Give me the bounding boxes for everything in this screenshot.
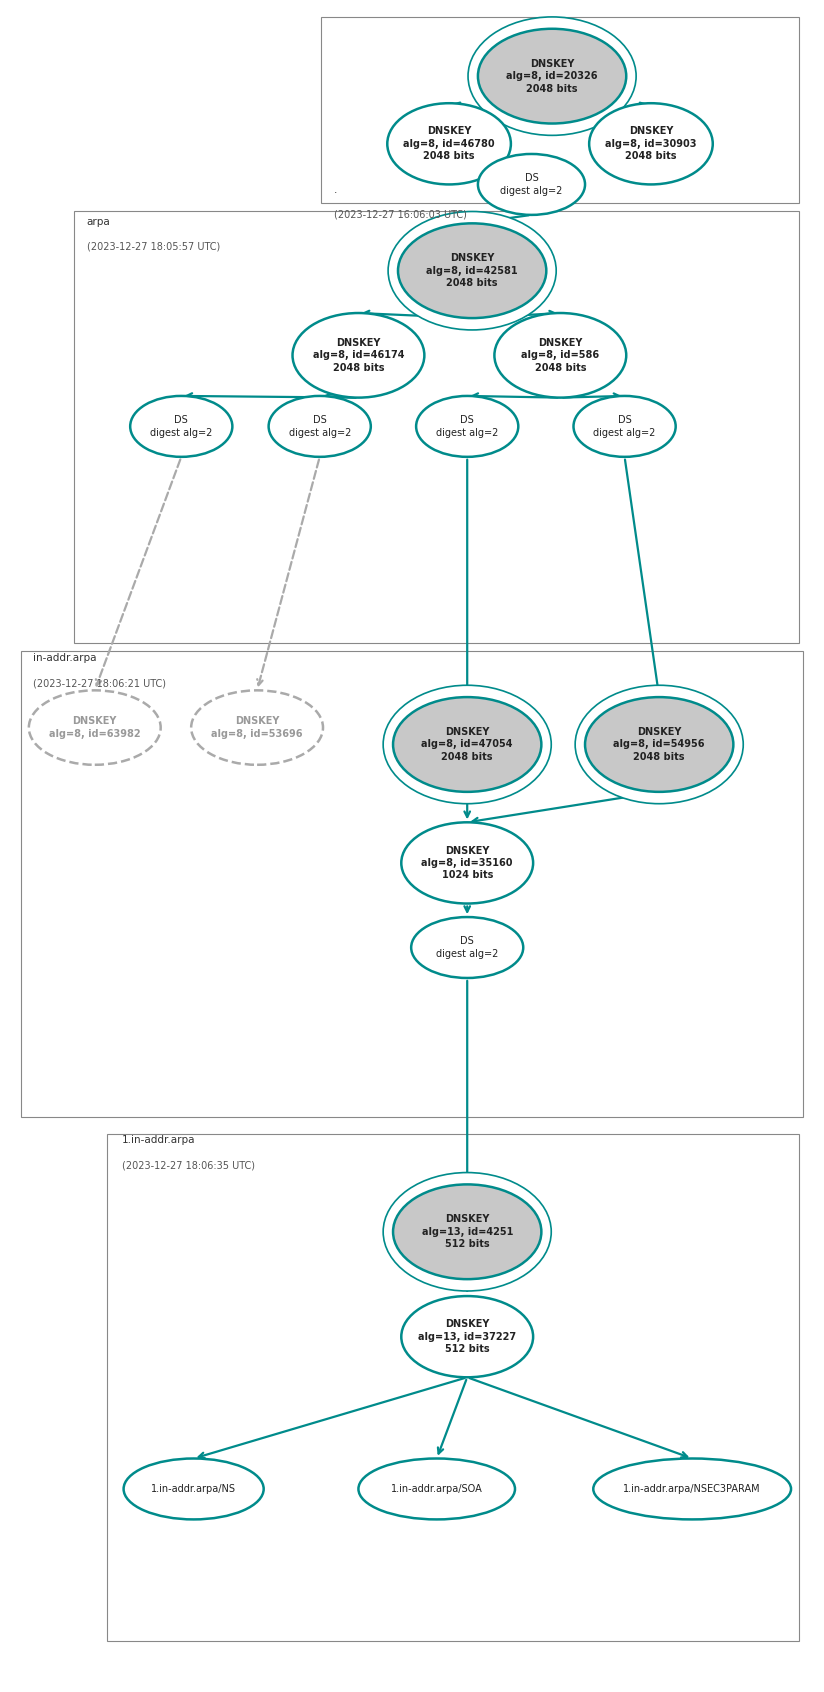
Text: 1.in-addr.arpa/NS: 1.in-addr.arpa/NS xyxy=(151,1484,236,1494)
Text: DS
digest alg=2: DS digest alg=2 xyxy=(436,415,499,438)
Ellipse shape xyxy=(468,17,636,135)
Ellipse shape xyxy=(401,1296,533,1377)
Ellipse shape xyxy=(478,29,626,124)
Text: DS
digest alg=2: DS digest alg=2 xyxy=(288,415,351,438)
Ellipse shape xyxy=(383,685,551,804)
Ellipse shape xyxy=(29,690,161,765)
Text: DNSKEY
alg=8, id=30903
2048 bits: DNSKEY alg=8, id=30903 2048 bits xyxy=(605,127,697,161)
Ellipse shape xyxy=(416,396,518,457)
Ellipse shape xyxy=(593,1459,791,1519)
Ellipse shape xyxy=(383,1173,551,1291)
Ellipse shape xyxy=(411,917,523,978)
Ellipse shape xyxy=(130,396,232,457)
Text: .: . xyxy=(334,184,337,195)
Text: DNSKEY
alg=13, id=37227
512 bits: DNSKEY alg=13, id=37227 512 bits xyxy=(418,1320,517,1354)
Ellipse shape xyxy=(478,154,585,215)
Text: DNSKEY
alg=8, id=46174
2048 bits: DNSKEY alg=8, id=46174 2048 bits xyxy=(312,338,405,372)
Text: 1.in-addr.arpa: 1.in-addr.arpa xyxy=(122,1135,195,1145)
FancyBboxPatch shape xyxy=(21,651,803,1117)
Ellipse shape xyxy=(575,685,743,804)
Ellipse shape xyxy=(269,396,371,457)
Text: DNSKEY
alg=8, id=53696: DNSKEY alg=8, id=53696 xyxy=(211,716,303,739)
Text: arpa: arpa xyxy=(87,217,110,227)
Ellipse shape xyxy=(398,223,546,318)
Text: DNSKEY
alg=8, id=47054
2048 bits: DNSKEY alg=8, id=47054 2048 bits xyxy=(421,728,513,761)
Text: DS
digest alg=2: DS digest alg=2 xyxy=(593,415,656,438)
Ellipse shape xyxy=(574,396,676,457)
Ellipse shape xyxy=(358,1459,515,1519)
Ellipse shape xyxy=(401,822,533,904)
Text: (2023-12-27 18:06:21 UTC): (2023-12-27 18:06:21 UTC) xyxy=(33,678,166,689)
Text: DNSKEY
alg=8, id=35160
1024 bits: DNSKEY alg=8, id=35160 1024 bits xyxy=(421,846,513,880)
Ellipse shape xyxy=(393,1184,541,1279)
Text: DNSKEY
alg=8, id=20326
2048 bits: DNSKEY alg=8, id=20326 2048 bits xyxy=(506,59,598,93)
Text: in-addr.arpa: in-addr.arpa xyxy=(33,653,96,663)
Ellipse shape xyxy=(191,690,323,765)
Text: DNSKEY
alg=8, id=42581
2048 bits: DNSKEY alg=8, id=42581 2048 bits xyxy=(426,254,518,288)
Text: (2023-12-27 16:06:03 UTC): (2023-12-27 16:06:03 UTC) xyxy=(334,210,466,220)
Ellipse shape xyxy=(387,103,511,184)
Text: DS
digest alg=2: DS digest alg=2 xyxy=(150,415,213,438)
Text: DNSKEY
alg=8, id=586
2048 bits: DNSKEY alg=8, id=586 2048 bits xyxy=(522,338,599,372)
FancyBboxPatch shape xyxy=(321,17,799,203)
FancyBboxPatch shape xyxy=(74,212,799,643)
Text: 1.in-addr.arpa/SOA: 1.in-addr.arpa/SOA xyxy=(391,1484,483,1494)
Text: DS
digest alg=2: DS digest alg=2 xyxy=(436,936,499,959)
Text: DNSKEY
alg=13, id=4251
512 bits: DNSKEY alg=13, id=4251 512 bits xyxy=(422,1215,513,1249)
Text: DNSKEY
alg=8, id=54956
2048 bits: DNSKEY alg=8, id=54956 2048 bits xyxy=(613,728,705,761)
Text: DNSKEY
alg=8, id=63982: DNSKEY alg=8, id=63982 xyxy=(49,716,141,739)
Ellipse shape xyxy=(585,697,733,792)
Text: (2023-12-27 18:05:57 UTC): (2023-12-27 18:05:57 UTC) xyxy=(87,242,220,252)
Text: (2023-12-27 18:06:35 UTC): (2023-12-27 18:06:35 UTC) xyxy=(122,1161,255,1171)
Ellipse shape xyxy=(293,313,424,398)
Ellipse shape xyxy=(388,212,556,330)
Ellipse shape xyxy=(494,313,626,398)
Text: 1.in-addr.arpa/NSEC3PARAM: 1.in-addr.arpa/NSEC3PARAM xyxy=(623,1484,761,1494)
Text: DS
digest alg=2: DS digest alg=2 xyxy=(500,173,563,196)
Ellipse shape xyxy=(124,1459,264,1519)
Ellipse shape xyxy=(589,103,713,184)
Text: DNSKEY
alg=8, id=46780
2048 bits: DNSKEY alg=8, id=46780 2048 bits xyxy=(403,127,495,161)
FancyBboxPatch shape xyxy=(107,1134,799,1641)
Ellipse shape xyxy=(393,697,541,792)
